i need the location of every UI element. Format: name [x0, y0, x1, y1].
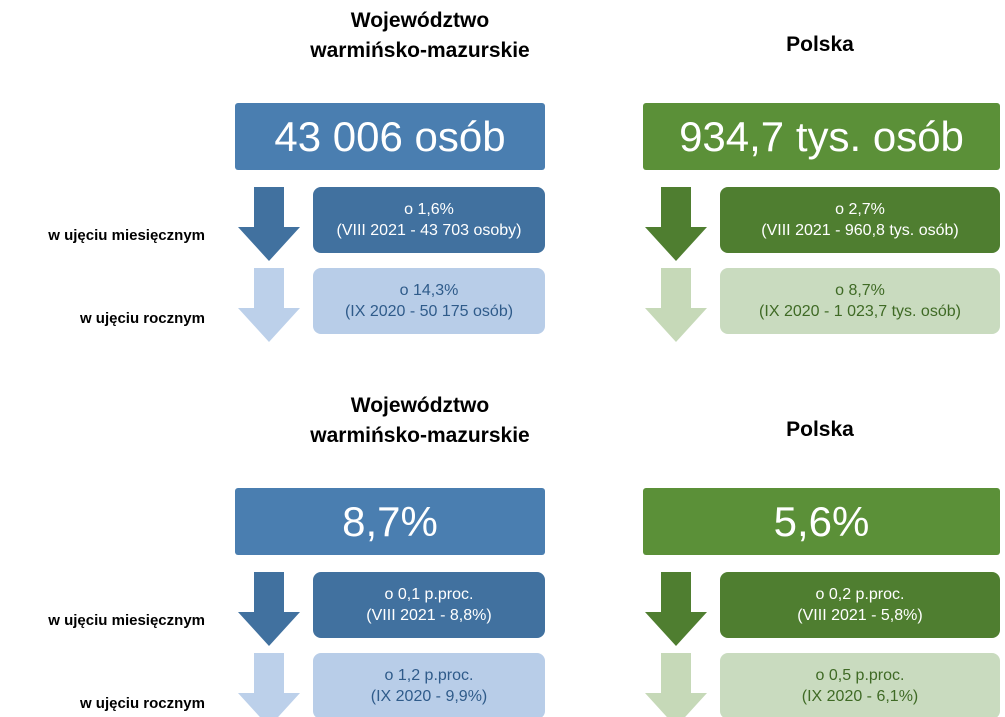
down-arrow: [238, 572, 300, 646]
country-change-box: o 0,2 p.proc. (VIII 2021 - 5,8%): [720, 572, 1000, 638]
row-label: w ujęciu miesięcznym: [48, 612, 205, 629]
title-line: Województwo: [350, 394, 490, 417]
reference: (VIII 2021 - 8,8%): [366, 607, 492, 624]
country-title: Polska: [786, 418, 854, 441]
region-change-box: o 0,1 p.proc. (VIII 2021 - 8,8%): [313, 572, 545, 638]
title-line: warmińsko-mazurskie: [310, 39, 530, 62]
row-label: w ujęciu miesięcznym: [48, 227, 205, 244]
row-label: w ujęciu rocznym: [79, 695, 205, 712]
change: o 2,7%: [835, 201, 885, 218]
region-title: Województwo warmińsko-mazurskie: [270, 391, 570, 451]
title-line: Województwo: [350, 9, 490, 32]
change: o 0,5 p.proc.: [815, 667, 905, 684]
region-title: Województwo warmińsko-mazurskie: [270, 6, 570, 66]
region-value-box: 8,7%: [235, 488, 545, 555]
reference: (IX 2020 - 50 175 osób): [344, 303, 514, 320]
down-arrow: [645, 653, 707, 717]
title-line: warmińsko-mazurskie: [310, 424, 530, 447]
region-value-box: 43 006 osób: [235, 103, 545, 170]
country-change-box: o 2,7% (VIII 2021 - 960,8 tys. osób): [720, 187, 1000, 253]
down-arrow: [645, 572, 707, 646]
country-value-box: 5,6%: [643, 488, 1000, 555]
country-change-box: o 8,7% (IX 2020 - 1 023,7 tys. osób): [720, 268, 1000, 334]
down-arrow: [645, 268, 707, 342]
change: o 8,7%: [835, 282, 885, 299]
reference: (VIII 2021 - 5,8%): [797, 607, 923, 624]
region-change-box: o 1,2 p.proc. (IX 2020 - 9,9%): [313, 653, 545, 717]
down-arrow: [238, 187, 300, 261]
change: o 14,3%: [399, 282, 459, 299]
country-title: Polska: [786, 33, 854, 56]
change: o 0,2 p.proc.: [815, 586, 905, 603]
country-change-box: o 0,5 p.proc. (IX 2020 - 6,1%): [720, 653, 1000, 717]
region-change-box: o 14,3% (IX 2020 - 50 175 osób): [313, 268, 545, 334]
row-label: w ujęciu rocznym: [79, 310, 205, 327]
reference: (VIII 2021 - 43 703 osoby): [336, 222, 522, 239]
country-value-box: 934,7 tys. osób: [643, 103, 1000, 170]
reference: (IX 2020 - 9,9%): [370, 688, 488, 705]
reference: (IX 2020 - 1 023,7 tys. osób): [759, 303, 961, 320]
reference: (IX 2020 - 6,1%): [801, 688, 919, 705]
change: o 0,1 p.proc.: [384, 586, 474, 603]
change: o 1,2 p.proc.: [384, 667, 474, 684]
reference: (VIII 2021 - 960,8 tys. osób): [761, 222, 959, 239]
down-arrow: [238, 268, 300, 342]
down-arrow: [645, 187, 707, 261]
change: o 1,6%: [404, 201, 454, 218]
region-change-box: o 1,6% (VIII 2021 - 43 703 osoby): [313, 187, 545, 253]
down-arrow: [238, 653, 300, 717]
